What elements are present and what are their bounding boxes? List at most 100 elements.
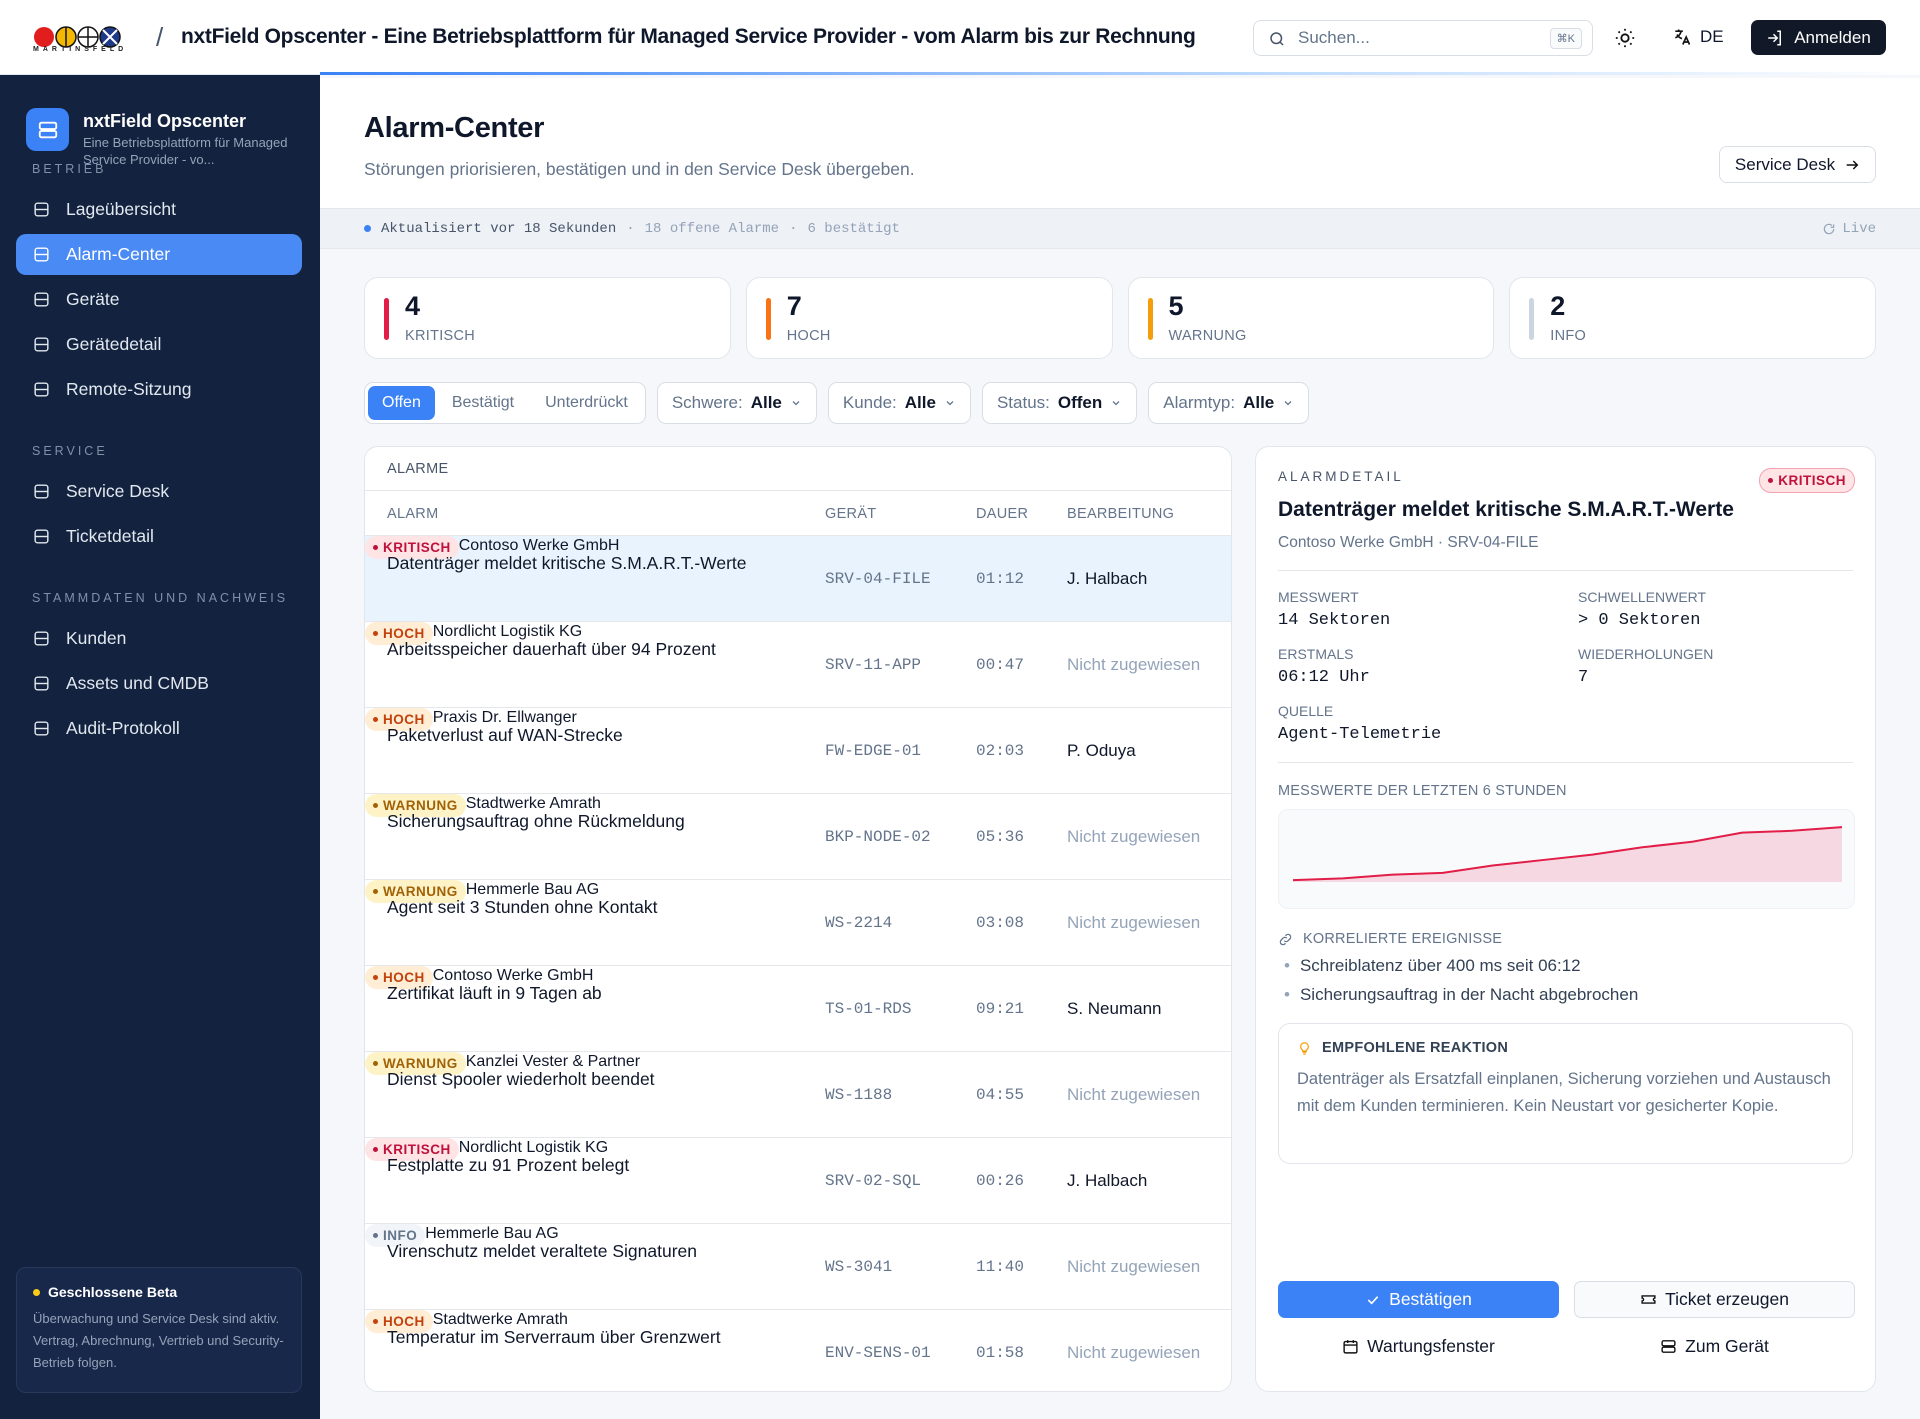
confirm-button[interactable]: Bestätigen [1278, 1281, 1559, 1318]
device: SRV-11-APP [825, 656, 922, 674]
device: SRV-04-FILE [825, 570, 931, 588]
alarm-row[interactable]: Festplatte zu 91 Prozent belegt KRITISCH N… [365, 1138, 1231, 1224]
app-name: nxtField Opscenter [83, 111, 247, 131]
stat-value: 4 [405, 291, 421, 321]
search-placeholder: Suchen... [1298, 28, 1370, 47]
severity-badge: HOCH [365, 1310, 433, 1333]
alarm-row[interactable]: Sicherungsauftrag ohne Rückmeldung WARNUN… [365, 794, 1231, 880]
button-label: Wartungsfenster [1367, 1335, 1495, 1356]
metric-value: Agent-Telemetrie [1278, 725, 1442, 744]
nav-item[interactable]: Gerätedetail [16, 324, 302, 365]
alarm-title: Datenträger meldet kritische S.M.A.R.T.-… [387, 553, 747, 573]
stat-bar [1529, 298, 1535, 340]
filter[interactable]: Alarmtyp: Alle [1148, 382, 1310, 424]
filter-label: Status: [996, 393, 1050, 412]
filter-value: Alle [750, 393, 782, 412]
maintenance-button[interactable]: Wartungsfenster [1278, 1331, 1559, 1361]
nav-section: SERVICE [32, 444, 108, 458]
alarm-row[interactable]: Temperatur im Serverraum über Grenzwert H… [365, 1310, 1231, 1391]
alarm-title: Sicherungsauftrag ohne Rückmeldung [387, 811, 685, 831]
duration: 05:36 [976, 828, 1025, 846]
device: TS-01-RDS [825, 1000, 912, 1018]
metric: SCHWELLENWERT > 0 Sektoren [1578, 589, 1838, 630]
device-button[interactable]: Zum Gerät [1574, 1331, 1855, 1361]
customer: Stadtwerke Amrath [465, 795, 601, 812]
assignee: Nicht zugewiesen [1067, 1343, 1201, 1362]
nav-item[interactable]: Geräte [16, 279, 302, 320]
alarm-row[interactable]: Paketverlust auf WAN-Strecke HOCH Praxis D… [365, 708, 1231, 794]
stat-card: 5 WARNUNG [1127, 277, 1495, 359]
accent-line [320, 72, 1920, 75]
language: DE [1700, 27, 1724, 46]
theme-toggle[interactable] [1614, 27, 1636, 49]
tab[interactable]: Unterdrückt [545, 394, 628, 411]
alarm-row[interactable]: Agent seit 3 Stunden ohne Kontakt WARNUNG… [365, 880, 1231, 966]
nav-item[interactable]: Ticketdetail [16, 516, 302, 557]
filter-value: Offen [1057, 393, 1103, 412]
nav-item[interactable]: Audit-Protokoll [16, 708, 302, 749]
alarm-row[interactable]: Dienst Spooler wiederholt beendet WARNUNG… [365, 1052, 1231, 1138]
filter[interactable]: Schwere: Alle [656, 382, 817, 424]
nav-item[interactable]: Assets und CMDB [16, 663, 302, 704]
stat-bar [1147, 298, 1153, 340]
alarm-row[interactable]: Arbeitsspeicher dauerhaft über 94 Prozen… [365, 622, 1231, 708]
nav-label: Remote-Sitzung [66, 379, 192, 399]
app-card: nxtField Opscenter Eine Betriebsplattform… [26, 108, 293, 168]
assignee: Nicht zugewiesen [1067, 655, 1201, 674]
nav-item[interactable]: Alarm-Center [16, 234, 302, 275]
search[interactable]: Suchen... ⌘K [1253, 20, 1593, 56]
assignee: Nicht zugewiesen [1067, 913, 1201, 932]
alarm-row[interactable]: Datenträger meldet kritische S.M.A.R.T.-… [365, 536, 1231, 622]
duration: 03:08 [976, 914, 1025, 932]
logo [34, 26, 121, 48]
button-label: Service Desk [1734, 154, 1836, 174]
alarm-meta: HOCH Nordlicht Logistik KG [365, 622, 1231, 645]
filter-label: Kunde: [842, 393, 897, 412]
recommendation-title: EMPFOHLENE REAKTION [1297, 1040, 1834, 1056]
customer: Nordlicht Logistik KG [432, 623, 583, 640]
stat-label: HOCH [786, 328, 831, 344]
nav-item[interactable]: Lageübersicht [16, 189, 302, 230]
duration: 02:03 [976, 742, 1025, 760]
correlated-event: Sicherungsauftrag in der Nacht abgebroch… [1284, 985, 1853, 1005]
filter-label: Alarmtyp: [1163, 393, 1236, 412]
duration: 01:12 [976, 570, 1025, 588]
assignee: Nicht zugewiesen [1067, 1257, 1201, 1276]
metric-label: QUELLE [1278, 703, 1334, 719]
chart-title: MESSWERTE DER LETZTEN 6 STUNDEN [1278, 783, 1567, 799]
filter[interactable]: Status: Offen [981, 382, 1138, 424]
device: WS-2214 [825, 914, 893, 932]
alarm-meta: HOCH Contoso Werke GmbH [365, 966, 1231, 989]
alarm-title: Dienst Spooler wiederholt beendet [387, 1069, 655, 1089]
stat-bar [765, 298, 771, 340]
metric: ERSTMALS 06:12 Uhr [1278, 646, 1578, 687]
nav-item[interactable]: Remote-Sitzung [16, 369, 302, 410]
language-switch[interactable]: DE [1672, 27, 1724, 47]
alarm-title: Temperatur im Serverraum über Grenzwert [387, 1327, 721, 1347]
alarm-row[interactable]: Zertifikat läuft in 9 Tagen ab HOCH Contos… [365, 966, 1231, 1052]
app-title: nxtField Opscenter - Eine Betriebsplattf… [181, 25, 1196, 48]
tab[interactable]: Bestätigt [451, 394, 515, 411]
severity-badge: KRITISCH [365, 536, 459, 559]
ticket-button[interactable]: Ticket erzeugen [1574, 1281, 1855, 1318]
status-dot [364, 225, 371, 232]
nav-item[interactable]: Service Desk [16, 471, 302, 512]
alarm-row[interactable]: Virenschutz meldet veraltete Signaturen I… [365, 1224, 1231, 1310]
filter[interactable]: Kunde: Alle [827, 382, 971, 424]
column-header: GERÄT [825, 506, 877, 522]
metric-value: 7 [1578, 668, 1589, 687]
alarm-title: Zertifikat läuft in 9 Tagen ab [387, 983, 602, 1003]
service-desk-button[interactable]: Service Desk [1719, 146, 1876, 183]
duration: 00:26 [976, 1172, 1025, 1190]
tab[interactable]: Offen [368, 386, 435, 420]
login-button[interactable]: Anmelden [1751, 20, 1886, 55]
confirmed-count: 6 bestätigt [807, 220, 900, 237]
assignee: J. Halbach [1067, 1171, 1148, 1190]
table-title: ALARME [365, 447, 1231, 491]
severity-badge: KRITISCH [1759, 468, 1855, 493]
recommendation-label: EMPFOHLENE REAKTION [1322, 1040, 1509, 1056]
alarm-meta: WARNUNG Stadtwerke Amrath [365, 794, 1231, 817]
nav-item[interactable]: Kunden [16, 618, 302, 659]
